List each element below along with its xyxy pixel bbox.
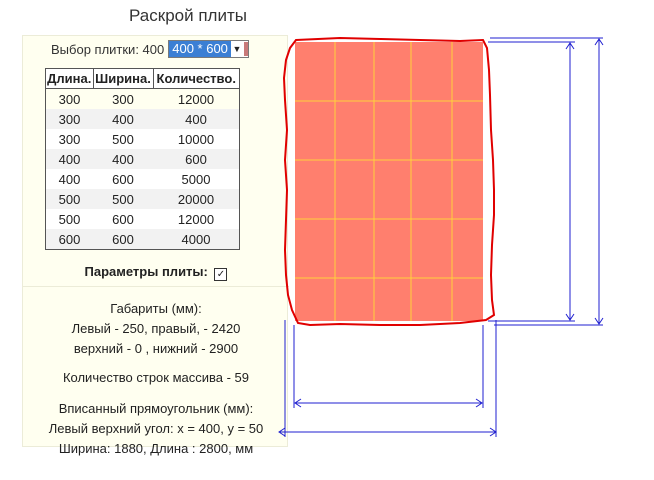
column-header-quantity: Количество.	[152, 68, 240, 89]
control-panel: Выбор плитки: 400 400 * 600 ▼ Длина. Шир…	[22, 35, 289, 456]
rows-count: Количество строк массива - 59	[62, 370, 250, 385]
tile-table: Длина. Ширина. Количество. 300 300 12000…	[45, 68, 240, 250]
cell-width: 500	[93, 189, 153, 209]
table-row[interactable]: 500 600 12000	[46, 209, 240, 229]
cell-width: 600	[112, 211, 134, 227]
cell-length: 300	[58, 131, 81, 147]
cell-quantity: 400	[153, 109, 240, 129]
inscribed-rect-corner: Левый верхний угол: x = 400, y = 50	[48, 421, 264, 436]
inscribed-rect-title: Вписанный прямоугольник (мм):	[58, 401, 254, 416]
tile-size-select[interactable]: 400 * 600 ▼	[168, 40, 249, 58]
table-row[interactable]: 300 400 400	[45, 109, 240, 129]
column-header-width: Ширина.	[92, 68, 154, 89]
table-row[interactable]: 300 300 12000	[45, 88, 240, 109]
cell-quantity: 12000	[153, 88, 240, 109]
cell-quantity: 600	[153, 149, 240, 169]
dimensions-title: Габариты (мм):	[110, 301, 202, 316]
cell-quantity: 10000	[177, 131, 215, 147]
table-row[interactable]: 300 500 10000	[46, 129, 240, 149]
tile-picker: Выбор плитки: 400 400 * 600 ▼	[51, 40, 249, 58]
select-overflow-marker	[243, 42, 248, 56]
dimensions-top-bottom: верхний - 0 , нижний - 2900	[73, 341, 239, 356]
inscribed-rect-block: Вписанный прямоугольник (мм): Левый верх…	[23, 399, 289, 459]
cell-width: 600	[93, 229, 153, 250]
divider	[23, 286, 289, 287]
cell-quantity: 12000	[177, 211, 215, 227]
cell-width: 400	[93, 149, 153, 169]
table-row[interactable]: 600 600 4000	[45, 229, 240, 250]
cell-length: 400	[58, 171, 81, 187]
table-row[interactable]: 500 500 20000	[45, 189, 240, 209]
cell-length: 300	[45, 88, 93, 109]
cell-quantity: 5000	[181, 171, 211, 187]
slab-params-row: Параметры плиты: ✓	[23, 264, 289, 281]
cell-quantity: 20000	[153, 189, 240, 209]
page-title: Раскрой плиты	[129, 6, 247, 25]
cell-width: 500	[112, 131, 134, 147]
cell-length: 300	[45, 109, 93, 129]
cell-width: 300	[93, 88, 153, 109]
dimension-arrow	[278, 427, 497, 437]
chevron-down-icon: ▼	[232, 44, 242, 54]
tile-picker-label: Выбор плитки: 400	[51, 41, 165, 57]
table-row[interactable]: 400 400 600	[45, 149, 240, 169]
cell-length: 500	[45, 189, 93, 209]
cell-width: 400	[93, 109, 153, 129]
tile-size-selected: 400 * 600	[169, 41, 231, 57]
slab-drawing-group	[278, 36, 604, 437]
cell-quantity: 4000	[153, 229, 240, 250]
dimensions-left-right: Левый - 250, правый, - 2420	[71, 321, 241, 336]
table-header-row: Длина. Ширина. Количество.	[45, 68, 240, 89]
cell-length: 400	[45, 149, 93, 169]
slab-contour	[282, 36, 496, 327]
dimension-arrow	[565, 42, 575, 321]
dimension-arrow	[294, 398, 483, 408]
column-header-length: Длина.	[45, 68, 94, 89]
table-row[interactable]: 400 600 5000	[46, 169, 240, 189]
cell-length: 500	[58, 211, 81, 227]
inscribed-rectangle	[295, 42, 483, 321]
cell-width: 600	[112, 171, 134, 187]
dimension-arrow	[594, 38, 604, 325]
slab-params-label: Параметры плиты:	[84, 264, 208, 279]
dimensions-block: Габариты (мм): Левый - 250, правый, - 24…	[23, 299, 289, 359]
cell-length: 600	[45, 229, 93, 250]
inscribed-rect-size: Ширина: 1880, Длина : 2800, мм	[58, 441, 254, 456]
slab-params-checkbox[interactable]: ✓	[214, 268, 228, 281]
